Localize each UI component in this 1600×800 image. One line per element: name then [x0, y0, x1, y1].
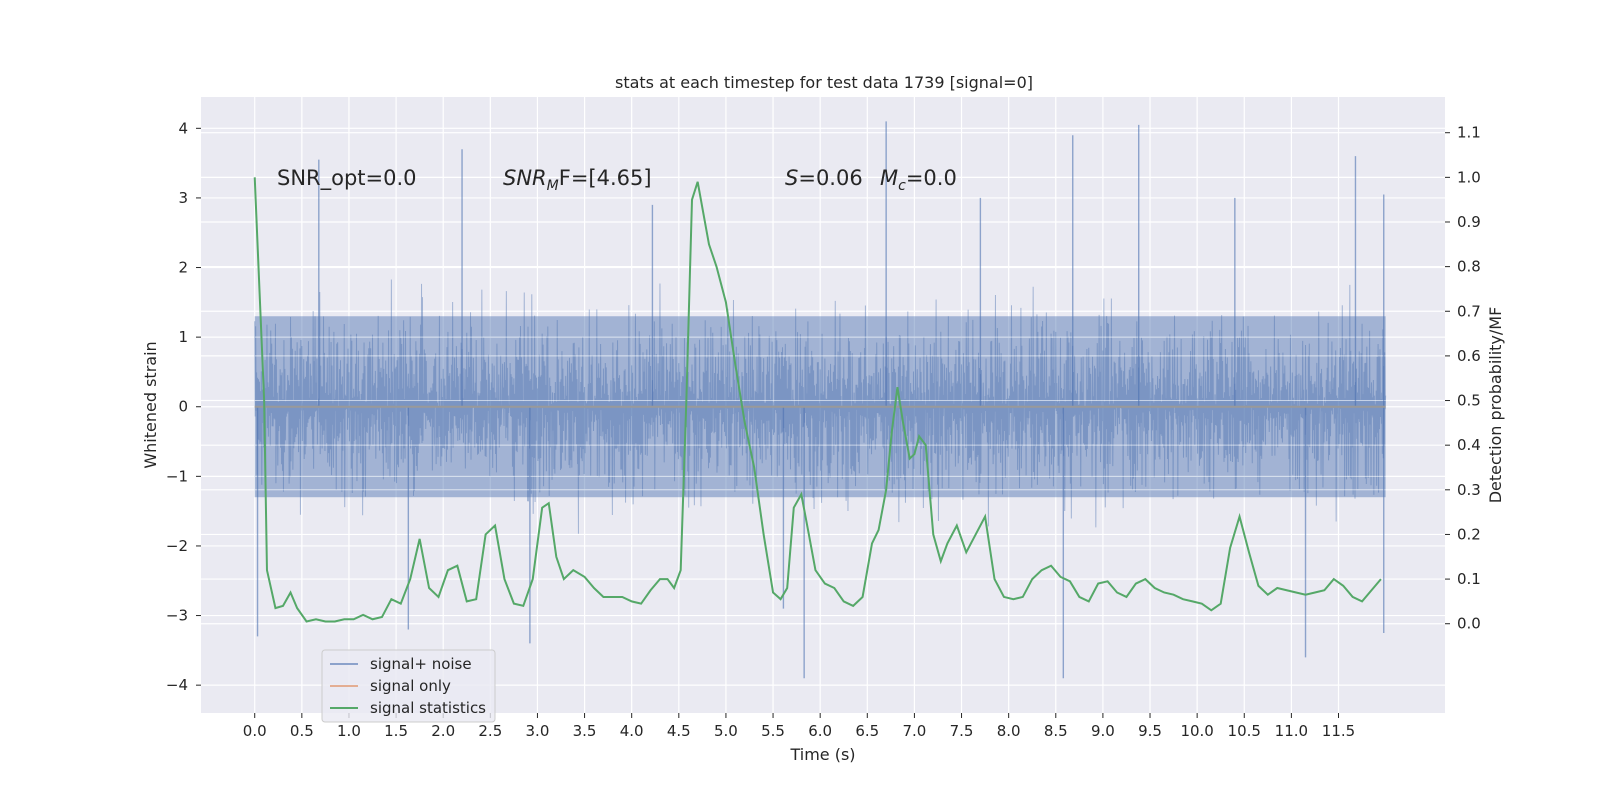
annotation-snr-opt: SNR_opt=0.0 — [277, 166, 417, 191]
series-signal-statistics — [253, 177, 1382, 623]
s-symbol: S — [785, 166, 798, 190]
x-tick-label: 3.0 — [526, 722, 550, 740]
mc-value: =0.0 — [906, 166, 957, 190]
mc-subscript: c — [898, 178, 906, 194]
legend-label: signal+ noise — [370, 655, 472, 673]
x-tick-label: 6.5 — [855, 722, 879, 740]
y-tick-label-left: −2 — [166, 537, 188, 555]
y-tick-label-right: 1.1 — [1457, 124, 1481, 142]
x-tick-label: 10.5 — [1228, 722, 1261, 740]
annotation-s: S=0.06 — [785, 166, 863, 190]
snr-mf-subscript: M — [547, 178, 559, 194]
x-tick-label: 11.5 — [1322, 722, 1355, 740]
y-tick-label-right: 0.4 — [1457, 436, 1481, 454]
y-tick-label-right: 0.0 — [1457, 615, 1481, 633]
x-tick-label: 0.5 — [290, 722, 314, 740]
y-tick-label-right: 0.8 — [1457, 258, 1481, 276]
x-tick-label: 7.0 — [902, 722, 926, 740]
x-tick-label: 0.0 — [243, 722, 267, 740]
noise-trace — [254, 279, 1387, 534]
x-tick-label: 1.0 — [337, 722, 361, 740]
y-tick-label-left: 4 — [178, 119, 188, 137]
y-tick-label-left: −3 — [166, 607, 188, 625]
y-axis-label-left: Whitened strain — [141, 341, 160, 468]
x-tick-label: 3.5 — [573, 722, 597, 740]
axis-ticks: 0.0 0.5 1.0 1.5 2.0 2.5 3.0 3.5 4.0 4.5 5.0 5.5 6.0 6… — [166, 119, 1481, 740]
y-tick-label-left: −1 — [166, 467, 188, 485]
mc-symbol: M — [880, 166, 898, 190]
annotations: SNR_opt=0.0 SNRMF=[4.65] S=0.06 Mc=0.0 — [277, 166, 957, 194]
annotation-snr-mf: SNRMF=[4.65] — [503, 166, 652, 194]
x-tick-label: 11.0 — [1275, 722, 1308, 740]
x-tick-label: 9.5 — [1138, 722, 1162, 740]
legend-label: signal statistics — [370, 699, 486, 717]
s-value: =0.06 — [798, 166, 862, 190]
chart-title: stats at each timestep for test data 173… — [615, 73, 1033, 92]
x-tick-label: 10.0 — [1180, 722, 1213, 740]
line-series — [253, 177, 1386, 623]
x-tick-label: 1.5 — [384, 722, 408, 740]
x-tick-label: 8.5 — [1044, 722, 1068, 740]
y-tick-label-right: 0.1 — [1457, 570, 1481, 588]
y-tick-label-left: 0 — [178, 398, 188, 416]
snr-mf-symbol: SNR — [503, 166, 547, 190]
y-tick-label-right: 0.7 — [1457, 302, 1481, 320]
x-tick-label: 5.5 — [761, 722, 785, 740]
x-tick-label: 4.5 — [667, 722, 691, 740]
x-tick-label: 7.5 — [950, 722, 974, 740]
y-tick-label-left: −4 — [166, 676, 188, 694]
y-tick-label-left: 1 — [178, 328, 188, 346]
y-axis-label-right: Detection probability/MF — [1486, 307, 1505, 504]
x-tick-label: 8.0 — [997, 722, 1021, 740]
legend: signal+ noise signal only signal statistic… — [321, 649, 496, 723]
y-tick-label-right: 1.0 — [1457, 168, 1481, 186]
x-tick-label: 4.0 — [620, 722, 644, 740]
y-tick-label-right: 0.5 — [1457, 392, 1481, 410]
legend-box — [321, 649, 496, 723]
x-tick-label: 5.0 — [714, 722, 738, 740]
y-tick-label-right: 0.3 — [1457, 481, 1481, 499]
y-tick-label-right: 0.6 — [1457, 347, 1481, 365]
y-tick-label-right: 0.9 — [1457, 213, 1481, 231]
legend-label: signal only — [370, 677, 451, 695]
x-tick-label: 2.0 — [431, 722, 455, 740]
x-tick-label: 2.5 — [478, 722, 502, 740]
annotation-mc: Mc=0.0 — [880, 166, 957, 194]
y-tick-label-right: 0.2 — [1457, 525, 1481, 543]
y-tick-label-left: 2 — [178, 259, 188, 277]
snr-mf-value: F=[4.65] — [559, 166, 652, 190]
y-tick-label-left: 3 — [178, 189, 188, 207]
x-axis-label: Time (s) — [789, 745, 855, 764]
x-tick-label: 6.0 — [808, 722, 832, 740]
x-tick-label: 9.0 — [1091, 722, 1115, 740]
